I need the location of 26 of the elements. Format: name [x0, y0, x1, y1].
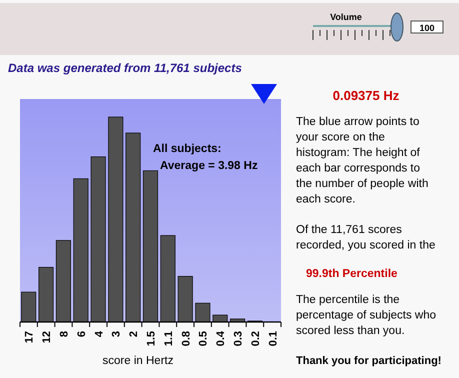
text: 0.09375 Hz: [332, 88, 400, 103]
x-tick-label: 0.4: [215, 330, 228, 346]
x-tick-label: 0.2: [250, 331, 262, 346]
x-axis-title: score in Hertz: [102, 355, 174, 367]
x-tick-label: 8: [58, 331, 70, 338]
x-tick-label: 12: [41, 331, 54, 344]
chart-title: Data was generated from 11,761 subjects: [8, 61, 242, 75]
text: 100: [419, 23, 435, 33]
x-tick-label: 3: [110, 331, 123, 338]
x-tick-label: 1.1: [162, 331, 175, 346]
text: The blue arrow points to your score on the histogram: The height of each bar corresponds to the number of people with each score.: [296, 116, 428, 206]
x-tick-label: 0.5: [198, 331, 210, 346]
annotation: All subjects: Average = 3.98 Hz: [153, 143, 258, 172]
x-tick-label: 6: [76, 331, 88, 338]
x-tick-label: 2: [128, 331, 140, 338]
x-tick-label: 1.5: [146, 331, 158, 346]
x-tick-label: 4: [93, 330, 106, 338]
text: Of the 11,761 scores recorded, you scored in the: [296, 224, 436, 252]
x-tick-label: 17: [24, 331, 36, 344]
text: 99.9th Percentile: [306, 268, 398, 280]
x-tick-label: 0.8: [180, 331, 192, 346]
x-tick-label: 0.3: [232, 331, 245, 346]
x-tick-label: 0.1: [267, 331, 280, 346]
text: Thank you for participating!: [296, 355, 442, 367]
text: Volume: [330, 12, 362, 22]
text: The percentile is the percentage of subjects who scored less than you.: [296, 294, 436, 337]
